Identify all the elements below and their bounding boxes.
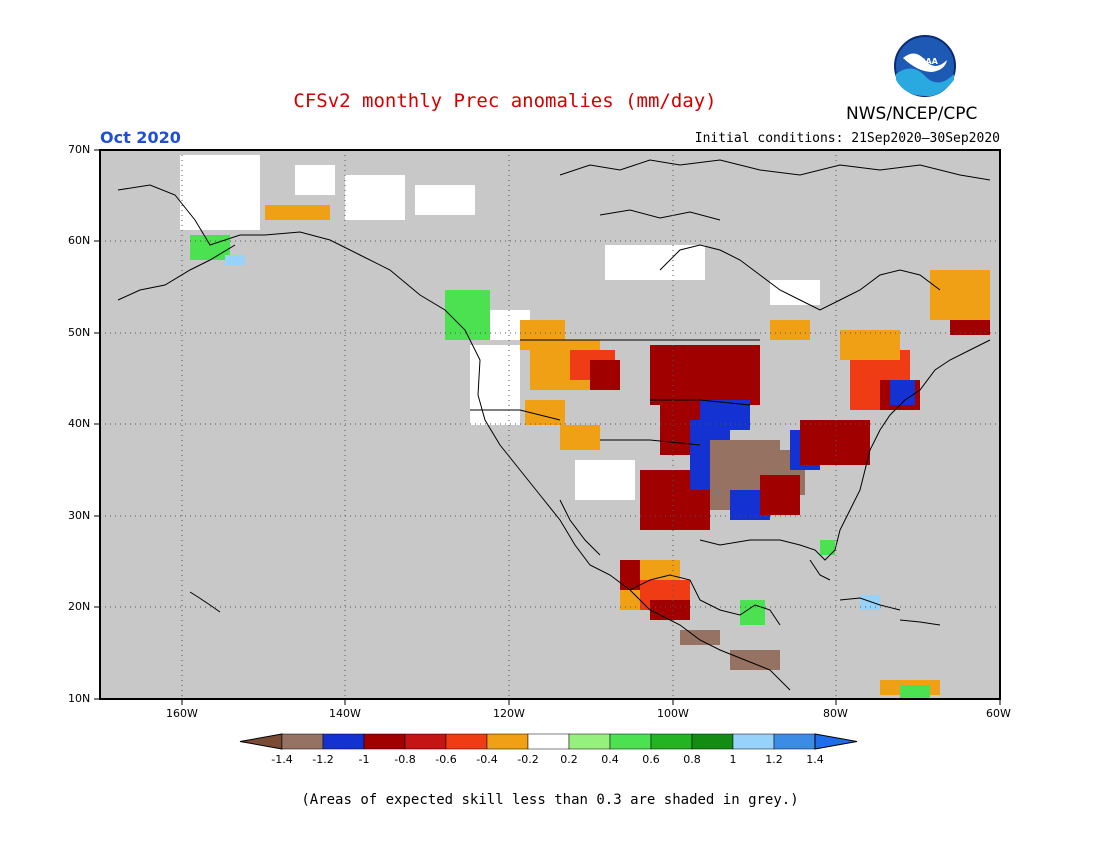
lon-label: 140W (329, 707, 361, 720)
colorbar-swatch (691, 733, 734, 750)
axis-ticks (94, 149, 1001, 705)
colorbar-label: -0.8 (394, 753, 415, 766)
svg-text:NOAA: NOAA (912, 57, 938, 66)
colorbar-swatch (445, 733, 488, 750)
forecast-period: Oct 2020 (100, 128, 181, 147)
colorbar-swatch (650, 733, 693, 750)
colorbar-label: 0.2 (560, 753, 578, 766)
lat-label: 40N (68, 417, 91, 430)
colorbar: -1.4 -1.2 -1 -0.8 -0.6 -0.4 -0.2 0.2 0.4 0.6 0.8 1 1… (239, 733, 858, 766)
colorbar-swatch (773, 733, 816, 750)
anomaly-cell (445, 290, 490, 340)
anomaly-cell (680, 630, 720, 645)
anomaly-cell (180, 155, 260, 230)
anomaly-cell (700, 400, 750, 430)
chart-title: CFSv2 monthly Prec anomalies (mm/day) (293, 90, 717, 112)
lat-lon-grid (100, 150, 1000, 699)
anomaly-cell (575, 460, 635, 500)
anomaly-cell (590, 360, 620, 390)
lat-label: 50N (68, 326, 91, 339)
colorbar-label: -1.4 (271, 753, 292, 766)
colorbar-swatch (322, 733, 365, 750)
footnote: (Areas of expected skill less than 0.3 a… (301, 792, 799, 808)
colorbar-label: 1.2 (765, 753, 783, 766)
colorbar-label: -0.6 (435, 753, 456, 766)
lat-label: 30N (68, 509, 91, 522)
colorbar-label: -1.2 (312, 753, 333, 766)
anomaly-cell (415, 185, 475, 215)
colorbar-label: -0.4 (476, 753, 497, 766)
colorbar-label: 0.4 (601, 753, 619, 766)
colorbar-left-arrow (239, 733, 283, 750)
lat-label: 10N (68, 692, 91, 705)
anomaly-cell (470, 345, 520, 425)
noaa-logo: NOAA (894, 35, 956, 97)
colorbar-swatch (486, 733, 529, 750)
anomaly-cell (345, 175, 405, 220)
anomaly-cell (225, 255, 245, 265)
colorbar-label: -0.2 (517, 753, 538, 766)
anomaly-cell (265, 205, 330, 220)
anomaly-cell (605, 245, 705, 280)
anomaly-cell (620, 560, 640, 590)
colorbar-label: 0.6 (642, 753, 660, 766)
colorbar-label: 0.8 (683, 753, 701, 766)
initial-conditions: Initial conditions: 21Sep2020–30Sep2020 (694, 131, 1000, 146)
anomaly-cell (820, 540, 835, 555)
anomaly-cell (190, 235, 230, 260)
anomaly-cell (770, 320, 810, 340)
colorbar-swatch (732, 733, 775, 750)
anomaly-cell (890, 380, 915, 405)
lon-label: 60W (986, 707, 1011, 720)
anomaly-cell (650, 600, 690, 620)
colorbar-swatch (609, 733, 652, 750)
anomaly-cells (180, 155, 990, 700)
anomaly-cell (930, 270, 990, 320)
colorbar-swatch (527, 733, 570, 750)
colorbar-swatch (404, 733, 447, 750)
anomaly-cell (295, 165, 335, 195)
anomaly-cell (950, 320, 990, 335)
lon-label: 120W (493, 707, 525, 720)
colorbar-swatch (568, 733, 611, 750)
anomaly-cell (840, 330, 900, 360)
lat-label: 70N (68, 143, 91, 156)
land-outlines (117, 159, 991, 691)
colorbar-label: -1 (359, 753, 370, 766)
lat-label: 60N (68, 234, 91, 247)
colorbar-label: 1.4 (806, 753, 824, 766)
colorbar-right-arrow (814, 733, 858, 750)
anomaly-cell (730, 650, 780, 670)
anomaly-cell (760, 475, 800, 515)
colorbar-label: 1 (730, 753, 737, 766)
lon-label: 160W (166, 707, 198, 720)
lon-label: 80W (823, 707, 848, 720)
colorbar-swatch (363, 733, 406, 750)
anomaly-cell (800, 420, 870, 465)
lat-label: 20N (68, 600, 91, 613)
anomaly-cell (770, 280, 820, 305)
anomaly-cell (860, 595, 880, 610)
anomaly-cell (900, 685, 930, 700)
lon-label: 100W (657, 707, 689, 720)
colorbar-swatch (281, 733, 324, 750)
agency-label: NWS/NCEP/CPC (846, 104, 978, 124)
anomaly-cell (560, 425, 600, 450)
anomaly-cell (650, 345, 760, 405)
